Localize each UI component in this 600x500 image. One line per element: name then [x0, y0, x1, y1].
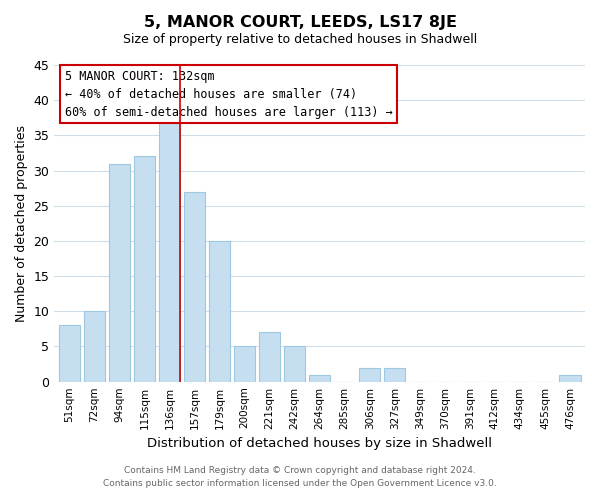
Bar [134, 156, 155, 382]
Text: Contains HM Land Registry data © Crown copyright and database right 2024.
Contai: Contains HM Land Registry data © Crown c… [103, 466, 497, 487]
Text: Size of property relative to detached houses in Shadwell: Size of property relative to detached ho… [123, 32, 477, 46]
Bar [559, 374, 581, 382]
Bar [384, 368, 406, 382]
Bar [159, 122, 180, 382]
Text: 5 MANOR COURT: 132sqm
← 40% of detached houses are smaller (74)
60% of semi-deta: 5 MANOR COURT: 132sqm ← 40% of detached … [65, 70, 392, 119]
Bar [359, 368, 380, 382]
Bar [234, 346, 255, 382]
Bar [84, 312, 105, 382]
Bar [184, 192, 205, 382]
Bar [284, 346, 305, 382]
Bar [59, 326, 80, 382]
Bar [259, 332, 280, 382]
Y-axis label: Number of detached properties: Number of detached properties [15, 125, 28, 322]
Bar [209, 241, 230, 382]
Text: 5, MANOR COURT, LEEDS, LS17 8JE: 5, MANOR COURT, LEEDS, LS17 8JE [143, 15, 457, 30]
X-axis label: Distribution of detached houses by size in Shadwell: Distribution of detached houses by size … [147, 437, 492, 450]
Bar [109, 164, 130, 382]
Bar [309, 374, 330, 382]
